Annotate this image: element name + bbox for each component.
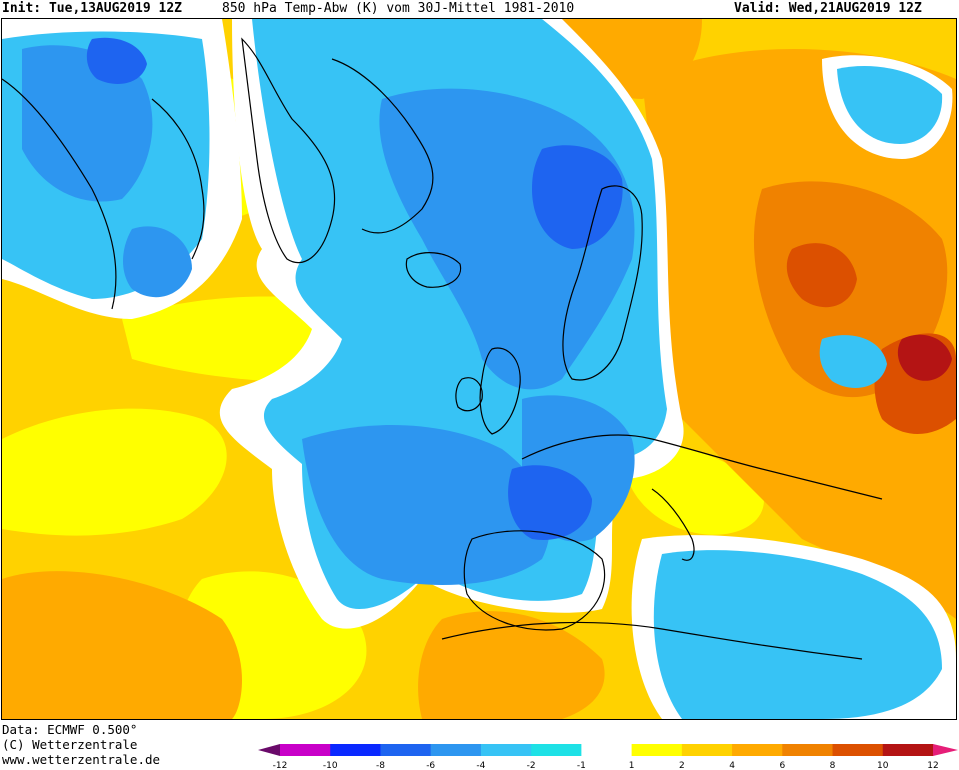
warm-mid-region-iberia: [418, 611, 605, 719]
legend-tick-label: -2: [527, 761, 536, 770]
legend-tick-label: -12: [273, 761, 288, 770]
legend-swatch: [330, 744, 381, 756]
coastline-greenland-east: [331, 58, 434, 234]
coastline-italy: [651, 488, 695, 561]
legend-tick-label: -10: [323, 761, 338, 770]
legend-swatch: [631, 744, 683, 756]
cold-weak-region-northeast: [837, 66, 943, 144]
init-time: Init: Tue,13AUG2019 12Z: [2, 1, 183, 16]
cold-region-central: [302, 425, 550, 585]
coastline-british-isles: [479, 347, 521, 435]
valid-time: Valid: Wed,21AUG2019 12Z: [734, 1, 922, 16]
legend-tick-label: 6: [779, 761, 785, 770]
cold-weak-region-east-med: [653, 550, 942, 719]
legend-swatch: [782, 744, 834, 756]
legend-tick-label: 12: [927, 761, 938, 770]
color-legend-bar: -12 -10 -8 -6 -4 -2 -1 1 2 4 6 8 10 12: [258, 744, 958, 770]
legend-swatch: [681, 744, 733, 756]
legend-swatch: [430, 744, 482, 756]
coastline-baffin: [151, 98, 205, 260]
legend-tick-label: -1: [577, 761, 586, 770]
warm-weak-region-west: [2, 408, 227, 536]
cold-region-labrador: [22, 45, 153, 202]
website-label: www.wetterzentrale.de: [2, 752, 161, 767]
coastline-africa: [441, 621, 863, 660]
legend-tick-label: 4: [729, 761, 735, 770]
legend-tick-label: 2: [679, 761, 685, 770]
hot-region-russia: [786, 243, 857, 308]
warm-mid-region-sw: [2, 571, 242, 719]
copyright-label: (C) Wetterzentrale: [2, 737, 138, 752]
coastlines: [2, 37, 883, 660]
legend-tick-label: -4: [476, 761, 485, 770]
legend-tick-label: 10: [877, 761, 889, 770]
anomaly-map-canvas: [2, 19, 956, 719]
data-source-label: Data: ECMWF 0.500°: [2, 722, 138, 737]
legend-tick-label: -6: [426, 761, 435, 770]
color-legend: -12 -10 -8 -6 -4 -2 -1 1 2 4 6 8 10 12: [258, 741, 958, 770]
cold-strong-region-norwegian-sea: [532, 145, 623, 249]
legend-swatch: [581, 744, 633, 756]
legend-swatch: [480, 744, 532, 756]
legend-swatch: [732, 744, 783, 756]
header: Init: Tue,13AUG2019 12Z 850 hPa Temp-Abw…: [0, 0, 959, 18]
coastline-iceland: [405, 252, 462, 288]
legend-tick-label: -8: [376, 761, 385, 770]
legend-swatch: [882, 744, 934, 756]
cold-weak-region-black-sea: [819, 335, 887, 388]
legend-arrow-left: [258, 744, 280, 756]
footer: Data: ECMWF 0.500° (C) Wetterzentrale ww…: [2, 722, 160, 767]
anomaly-map: [1, 18, 957, 720]
cold-strong-region-baffin: [86, 37, 147, 84]
coastline-ireland: [455, 377, 483, 412]
legend-swatch: [280, 744, 331, 756]
legend-swatch: [380, 744, 432, 756]
coastline-labrador: [2, 78, 117, 310]
coastline-scandinavia: [562, 185, 643, 381]
legend-tick-label: 1: [629, 761, 635, 770]
chart-title: 850 hPa Temp-Abw (K) vom 30J-Mittel 1981…: [222, 1, 575, 16]
cold-region-greenland-sw: [123, 226, 192, 298]
legend-arrow-right: [933, 744, 958, 756]
coastline-iberia: [463, 530, 606, 631]
legend-swatch: [832, 744, 884, 756]
cold-strong-region-biscay: [508, 465, 592, 540]
legend-tick-label: 8: [830, 761, 836, 770]
very-hot-region-caspian: [897, 334, 952, 381]
coastline-europe: [521, 434, 883, 500]
legend-swatch: [531, 744, 582, 756]
coastline-greenland: [241, 37, 336, 264]
